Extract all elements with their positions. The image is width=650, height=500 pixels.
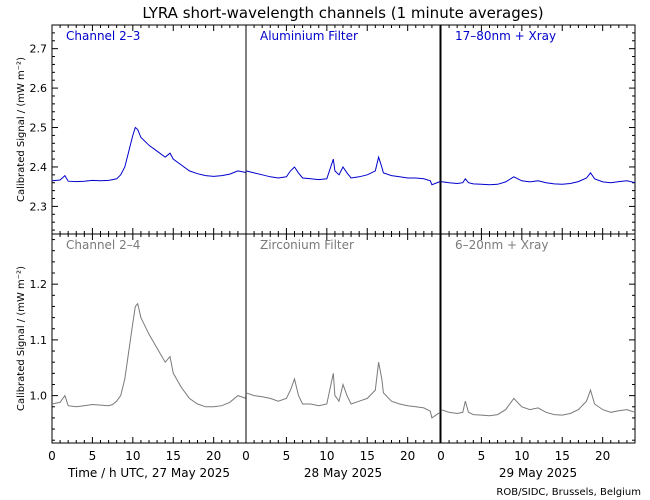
- x-tick-label: 15: [166, 449, 181, 463]
- x-tick-label: 10: [514, 449, 529, 463]
- x-tick-label: 10: [319, 449, 334, 463]
- y-tick-label: 2.6: [30, 82, 48, 95]
- panel-label: 17–80nm + Xray: [455, 29, 556, 43]
- panel-label: Channel 2–3: [66, 29, 140, 43]
- y-tick-label: 2.5: [30, 122, 48, 135]
- series-line-r0-d1: [245, 155, 441, 186]
- panel-label: Aluminium Filter: [260, 29, 358, 43]
- series-line-r1-d2: [440, 388, 636, 417]
- chart-title: LYRA short-wavelength channels (1 minute…: [142, 4, 543, 22]
- panel-frame: [440, 24, 636, 235]
- y-tick-label: 1.1: [30, 334, 48, 347]
- x-tick-label: 20: [400, 449, 415, 463]
- panel-frame: [440, 233, 636, 444]
- x-tick-label: 10: [125, 449, 140, 463]
- panel-label: 6–20nm + Xray: [455, 238, 549, 252]
- y-tick-label: 1.2: [30, 278, 48, 291]
- panel-frame: [245, 24, 441, 235]
- series-line-r1-d1: [245, 362, 441, 419]
- x-tick-label: 15: [360, 449, 375, 463]
- x-tick-label: 20: [206, 449, 221, 463]
- y-tick-label: 1.0: [30, 390, 48, 403]
- x-tick-label: 5: [283, 449, 291, 463]
- panels: Calibrated Signal / (mW m⁻²) Channel 2–3 A…: [16, 24, 636, 480]
- credit-text: ROB/SIDC, Brussels, Belgium: [496, 487, 641, 498]
- series-line-r0-d0: [51, 126, 247, 183]
- x-tick-label: 0: [242, 449, 250, 463]
- x-tick-label: 5: [89, 449, 97, 463]
- x-tick-label: 0: [437, 449, 445, 463]
- x-axis-label: Time / h UTC, 27 May 2025: [67, 466, 230, 480]
- y-axis-label: Calibrated Signal / (mW m⁻²): [16, 266, 27, 411]
- panel-frame: [245, 233, 441, 444]
- panel-frame: [51, 233, 247, 444]
- panel-frame: [51, 24, 247, 235]
- y-tick-label: 2.7: [30, 43, 48, 56]
- x-tick-label: 5: [478, 449, 486, 463]
- x-axis-label: 29 May 2025: [499, 466, 577, 480]
- series-line-r1-d0: [51, 302, 247, 408]
- series-line-r0-d2: [440, 172, 636, 186]
- x-tick-label: 0: [48, 449, 56, 463]
- y-axis-label: Calibrated Signal / (mW m⁻²): [16, 57, 27, 202]
- panel-label: Channel 2–4: [66, 238, 140, 252]
- y-tick-label: 2.4: [30, 161, 48, 174]
- panel-label: Zirconium Filter: [260, 238, 354, 252]
- x-tick-label: 20: [595, 449, 610, 463]
- x-tick-label: 15: [555, 449, 570, 463]
- y-tick-label: 2.3: [30, 200, 48, 213]
- x-axis-label: 28 May 2025: [304, 466, 382, 480]
